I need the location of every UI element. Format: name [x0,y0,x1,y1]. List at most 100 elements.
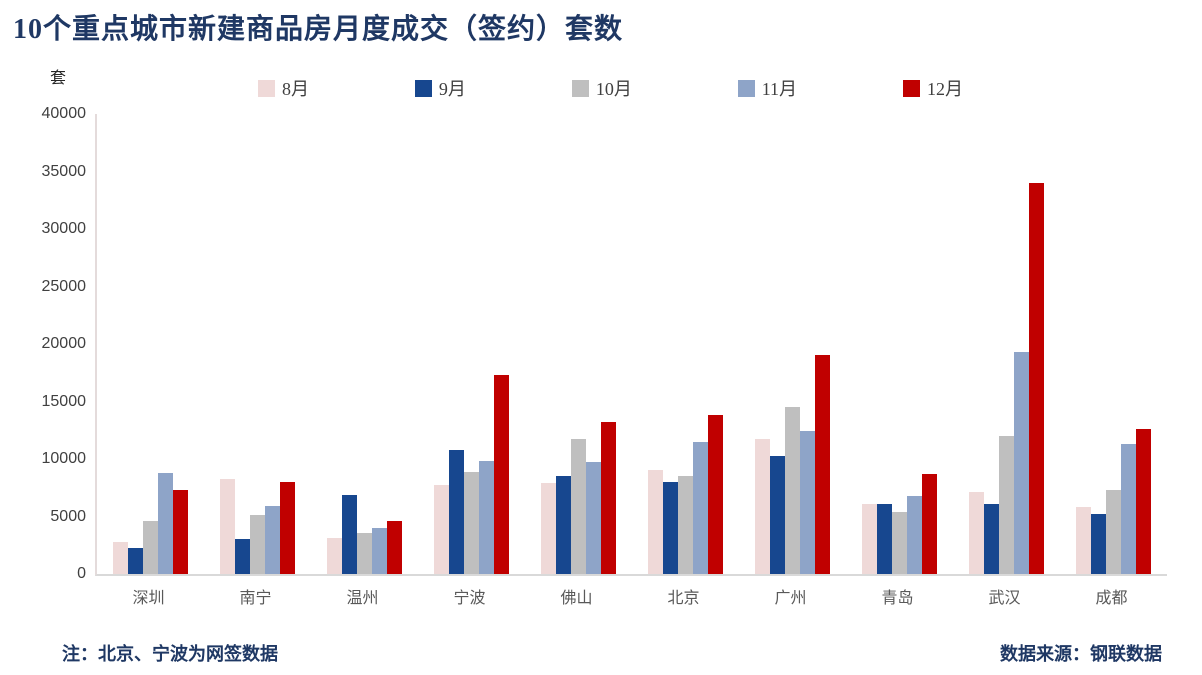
legend-item-10月: 10月 [571,75,632,101]
bar-11月-武汉 [1014,352,1029,574]
bar-12月-北京 [708,415,723,574]
x-label-佛山: 佛山 [560,590,593,607]
x-label-广州: 广州 [774,590,807,607]
bar-12月-深圳 [173,490,188,574]
bar-9月-成都 [1091,514,1106,574]
legend-swatch-icon [571,79,589,97]
bar-11月-深圳 [158,473,173,574]
bar-11月-佛山 [586,462,601,574]
y-tick-label: 30000 [41,220,87,237]
bar-group-深圳 [97,114,204,574]
bar-12月-武汉 [1029,183,1044,574]
legend-item-12月: 12月 [902,75,963,101]
legend-swatch-icon [258,79,275,97]
x-label-青岛: 青岛 [881,590,914,607]
x-label-温州: 温州 [346,590,379,607]
bar-10月-成都 [1106,490,1121,574]
x-label-宁波: 宁波 [453,590,486,607]
bar-8月-佛山 [541,483,556,574]
y-tick-label: 35000 [41,162,87,180]
bar-9月-青岛 [877,504,892,574]
bar-8月-青岛 [862,504,877,574]
bar-8月-北京 [648,470,663,574]
chart-title: 10个重点城市新建商品房月度成交（签约）套数 [13,14,624,45]
bar-group-广州 [739,114,846,574]
data-source: 数据来源：钢联数据 [1000,644,1162,664]
bar-10月-佛山 [571,439,586,574]
bar-10月-南宁 [250,515,265,574]
legend-label: 10月 [595,79,632,99]
y-tick-label: 25000 [41,277,87,295]
bar-8月-宁波 [434,485,449,574]
legend-swatch-icon [737,79,755,97]
legend-item-9月: 9月 [414,75,466,101]
legend-label: 9月 [438,79,466,99]
y-tick-label: 0 [77,565,86,582]
y-axis-unit-label: 套 [50,70,67,87]
y-tick-label: 10000 [41,450,87,467]
bar-11月-宁波 [479,461,494,574]
bar-12月-佛山 [601,422,616,574]
x-label-深圳: 深圳 [132,590,165,607]
bar-11月-成都 [1121,444,1136,574]
legend-item-8月: 8月 [258,75,309,101]
bar-group-武汉 [953,114,1060,574]
x-label-北京: 北京 [667,590,700,607]
bar-10月-青岛 [892,512,907,574]
bar-8月-武汉 [969,492,984,574]
bar-group-宁波 [418,114,525,574]
bar-12月-南宁 [280,482,295,574]
legend-label: 8月 [282,79,309,99]
x-label-武汉: 武汉 [988,590,1021,607]
bar-9月-佛山 [556,476,571,574]
legend-label: 11月 [761,79,798,99]
legend-swatch-icon [414,79,432,97]
bar-11月-温州 [372,528,387,574]
bar-11月-广州 [800,431,815,574]
y-tick-label: 5000 [50,507,86,525]
bar-9月-南宁 [235,539,250,574]
bar-10月-温州 [357,533,372,574]
bar-12月-宁波 [494,375,509,574]
bar-12月-青岛 [922,474,937,574]
bar-group-北京 [632,114,739,574]
y-tick-label: 15000 [41,392,87,410]
plot-area [95,114,1167,576]
bar-9月-温州 [342,495,357,574]
legend: 8月 9月 10月 11月 12月 [258,75,963,101]
legend-item-11月: 11月 [737,75,798,101]
footnote: 注：北京、宁波为网签数据 [62,644,278,664]
bar-group-温州 [311,114,418,574]
bar-10月-武汉 [999,436,1014,574]
bar-8月-深圳 [113,542,128,574]
bar-9月-宁波 [449,450,464,574]
bar-8月-广州 [755,439,770,574]
legend-label: 12月 [926,79,963,99]
bar-10月-北京 [678,476,693,574]
legend-swatch-icon [902,79,920,97]
bar-group-佛山 [525,114,632,574]
bar-group-成都 [1060,114,1167,574]
bar-12月-成都 [1136,429,1151,574]
bar-8月-温州 [327,538,342,574]
bar-12月-广州 [815,355,830,574]
bar-9月-广州 [770,456,785,574]
bar-11月-北京 [693,442,708,574]
bar-9月-北京 [663,482,678,574]
bar-11月-青岛 [907,496,922,574]
bar-10月-深圳 [143,521,158,574]
bar-11月-南宁 [265,506,280,574]
x-label-南宁: 南宁 [239,590,272,607]
bar-9月-深圳 [128,548,143,574]
x-label-成都: 成都 [1095,590,1128,607]
y-tick-label: 40000 [41,105,87,122]
bar-12月-温州 [387,521,402,574]
bar-9月-武汉 [984,504,999,574]
bar-10月-广州 [785,407,800,574]
bar-8月-成都 [1076,507,1091,574]
y-tick-label: 20000 [41,335,87,352]
bar-group-青岛 [846,114,953,574]
bar-8月-南宁 [220,479,235,574]
bar-10月-宁波 [464,472,479,574]
